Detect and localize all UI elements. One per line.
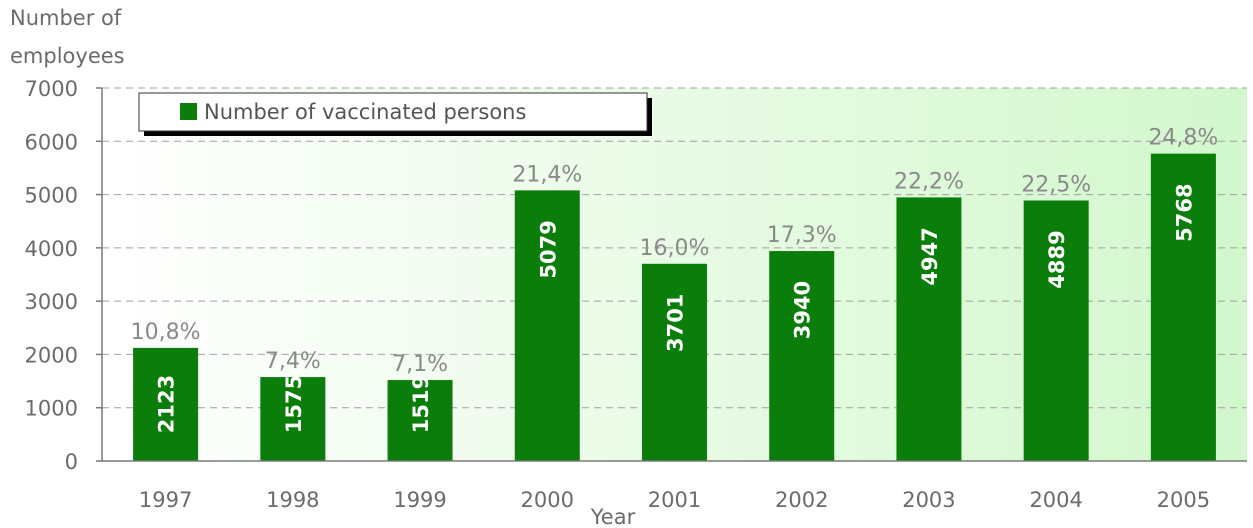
- y-tick-label: 4000: [25, 237, 78, 261]
- percent-label: 10,8%: [131, 320, 201, 345]
- bar: [769, 251, 835, 461]
- y-tick-label: 0: [65, 450, 78, 474]
- bar-value-label: 3940: [791, 281, 815, 339]
- bar: [514, 190, 580, 461]
- x-tick-label: 2003: [902, 488, 955, 512]
- percent-labels: 10,8% 7,4% 7,1% 21,4% 16,0% 17,3% 22,2% 22,5% 24…: [131, 126, 1219, 377]
- x-tick-label: 1998: [266, 488, 319, 512]
- percent-label: 17,3%: [767, 223, 837, 248]
- y-tick-label: 7000: [25, 77, 78, 101]
- percent-label: 16,0%: [640, 236, 710, 261]
- percent-label: 21,4%: [512, 162, 582, 187]
- percent-label: 24,8%: [1148, 126, 1218, 151]
- x-axis-ticks: 1997 1998 1999 2000 2001 2002 2003 2004 2005: [139, 488, 1210, 512]
- legend-label: Number of vaccinated persons: [204, 100, 526, 124]
- bar-value-label: 1519: [409, 375, 433, 433]
- x-tick-label: 2000: [521, 488, 574, 512]
- x-tick-label: 1999: [393, 488, 446, 512]
- bar-value-label: 3701: [664, 294, 688, 352]
- y-tick-label: 6000: [25, 130, 78, 154]
- bar-value-label: 4889: [1045, 230, 1069, 288]
- y-axis-label-line-2: employees: [10, 44, 125, 68]
- x-axis-label: Year: [590, 505, 636, 528]
- bar: [260, 377, 326, 461]
- y-tick-label: 5000: [25, 184, 78, 208]
- legend-swatch: [180, 103, 197, 120]
- bar: [1150, 153, 1216, 461]
- bar: [896, 197, 962, 461]
- x-tick-label: 2001: [648, 488, 701, 512]
- bar: [133, 347, 199, 461]
- y-axis-label-line-1: Number of: [10, 6, 122, 30]
- x-tick-label: 2002: [775, 488, 828, 512]
- percent-label: 22,5%: [1021, 172, 1091, 197]
- value-labels: 2123 1575 1519 5079 3701 3940 4947 4889 5768: [155, 183, 1197, 433]
- y-axis-ticks: 0 1000 2000 3000 4000 5000 6000 7000: [25, 77, 102, 474]
- percent-label: 7,1%: [392, 352, 448, 377]
- bar-value-label: 5079: [536, 220, 560, 278]
- bar: [642, 263, 707, 461]
- x-tick-label: 1997: [139, 488, 192, 512]
- bar-value-label: 5768: [1172, 183, 1196, 241]
- percent-label: 22,2%: [894, 169, 964, 194]
- x-tick-label: 2004: [1029, 488, 1082, 512]
- x-tick-label: 2005: [1157, 488, 1210, 512]
- bars: [133, 153, 1216, 461]
- y-tick-label: 2000: [25, 343, 78, 367]
- bar: [1023, 200, 1089, 461]
- y-tick-label: 1000: [25, 397, 78, 421]
- bar-value-label: 1575: [282, 375, 306, 433]
- legend-box: [138, 92, 648, 132]
- bar: [387, 380, 453, 461]
- bar-value-label: 4947: [918, 227, 942, 285]
- legend: Number of vaccinated persons: [138, 92, 652, 136]
- bar-value-label: 2123: [155, 375, 179, 433]
- y-tick-label: 3000: [25, 290, 78, 314]
- percent-label: 7,4%: [265, 349, 321, 374]
